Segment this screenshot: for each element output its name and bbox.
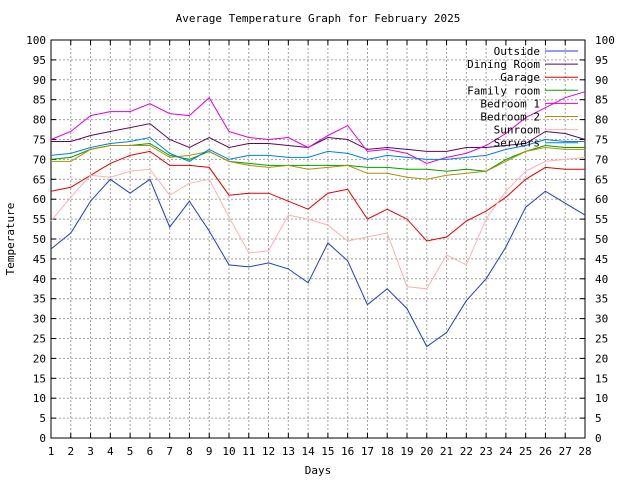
- y-tick-label-right: 15: [595, 372, 608, 385]
- y-tick-label-left: 30: [33, 313, 46, 326]
- series-line-family-room: [50, 142, 585, 172]
- x-tick-label: 27: [559, 445, 572, 458]
- legend-label-garage: Garage: [500, 71, 540, 84]
- y-tick-label-right: 80: [595, 114, 608, 127]
- y-tick-label-right: 10: [595, 392, 608, 405]
- x-tick-label: 28: [578, 445, 591, 458]
- y-tick-label-right: 85: [595, 94, 608, 107]
- y-tick-label-left: 85: [33, 94, 46, 107]
- legend-label-servers: Servers: [494, 137, 540, 150]
- y-tick-label-left: 20: [33, 352, 46, 365]
- y-tick-label-left: 60: [33, 193, 46, 206]
- y-tick-label-right: 0: [595, 432, 602, 445]
- x-tick-label: 15: [321, 445, 334, 458]
- y-tick-label-right: 20: [595, 352, 608, 365]
- y-tick-label-left: 45: [33, 253, 46, 266]
- y-tick-label-right: 35: [595, 293, 608, 306]
- x-tick-label: 10: [222, 445, 235, 458]
- y-tick-label-right: 70: [595, 153, 608, 166]
- series-line-bedroom-2: [51, 145, 585, 180]
- x-tick-label: 24: [499, 445, 513, 458]
- y-tick-label-left: 15: [33, 372, 46, 385]
- y-tick-label-left: 55: [33, 213, 46, 226]
- y-tick-label-left: 40: [33, 273, 46, 286]
- y-axis-label: Temperature: [4, 203, 17, 276]
- series-line-outside: [50, 178, 586, 348]
- series-lines: [50, 91, 586, 348]
- x-tick-label: 20: [420, 445, 433, 458]
- x-tick-label: 18: [381, 445, 394, 458]
- y-tick-label-right: 45: [595, 253, 608, 266]
- y-tick-label-right: 50: [595, 233, 608, 246]
- x-tick-label: 12: [262, 445, 275, 458]
- y-tick-label-left: 0: [39, 432, 46, 445]
- x-tick-label: 2: [67, 445, 74, 458]
- legend-label-sunroom: Sunroom: [494, 124, 541, 137]
- y-tick-label-left: 35: [33, 293, 46, 306]
- y-tick-label-right: 40: [595, 273, 608, 286]
- x-tick-label: 22: [460, 445, 473, 458]
- x-tick-label: 19: [400, 445, 413, 458]
- series-line-garage: [50, 150, 585, 242]
- x-axis-label: Days: [305, 464, 332, 477]
- x-tick-label: 6: [147, 445, 154, 458]
- x-tick-label: 4: [107, 445, 114, 458]
- legend-label-bedroom-2: Bedroom 2: [480, 111, 540, 124]
- x-tick-label: 26: [539, 445, 552, 458]
- y-tick-label-right: 100: [595, 34, 615, 47]
- y-tick-label-right: 30: [595, 313, 608, 326]
- legend-label-outside: Outside: [494, 45, 540, 58]
- y-tick-label-right: 95: [595, 54, 608, 67]
- y-tick-label-left: 80: [33, 114, 46, 127]
- x-tick-label: 23: [479, 445, 492, 458]
- y-tick-label-left: 65: [33, 173, 46, 186]
- chart-title: Average Temperature Graph for February 2…: [176, 12, 461, 25]
- series-line-servers: [50, 136, 585, 162]
- y-tick-label-left: 100: [26, 34, 46, 47]
- y-tick-label-left: 75: [33, 134, 46, 147]
- legend-label-family-room: Family room: [467, 84, 540, 97]
- y-tick-label-right: 5: [595, 412, 602, 425]
- x-tick-label: 5: [127, 445, 134, 458]
- x-tick-label: 13: [282, 445, 295, 458]
- legend-label-dining-room: Dining Room: [467, 58, 540, 71]
- y-tick-label-left: 5: [39, 412, 46, 425]
- x-tick-label: 1: [48, 445, 55, 458]
- x-tick-label: 17: [361, 445, 374, 458]
- y-tick-label-right: 55: [595, 213, 608, 226]
- y-tick-label-left: 70: [33, 153, 46, 166]
- y-tick-label-right: 75: [595, 134, 608, 147]
- series-line-dining-room: [51, 123, 586, 152]
- y-tick-label-left: 95: [33, 54, 46, 67]
- y-tick-label-left: 25: [33, 333, 46, 346]
- legend-label-bedroom-1: Bedroom 1: [480, 97, 540, 110]
- y-tick-label-left: 50: [33, 233, 46, 246]
- x-tick-label: 9: [206, 445, 213, 458]
- x-tick-label: 3: [87, 445, 94, 458]
- x-tick-label: 14: [301, 445, 315, 458]
- x-tick-label: 8: [186, 445, 193, 458]
- series-line-bedroom-1: [50, 91, 586, 164]
- series-line-sunroom: [50, 156, 586, 290]
- y-tick-label-right: 60: [595, 193, 608, 206]
- y-tick-label-right: 25: [595, 333, 608, 346]
- x-tick-label: 21: [440, 445, 453, 458]
- y-tick-label-left: 10: [33, 392, 46, 405]
- y-tick-label-left: 90: [33, 74, 46, 87]
- x-tick-label: 7: [166, 445, 173, 458]
- x-tick-label: 16: [341, 445, 354, 458]
- y-tick-label-right: 90: [595, 74, 608, 87]
- x-tick-label: 11: [242, 445, 255, 458]
- y-tick-label-right: 65: [595, 173, 608, 186]
- x-tick-label: 25: [519, 445, 532, 458]
